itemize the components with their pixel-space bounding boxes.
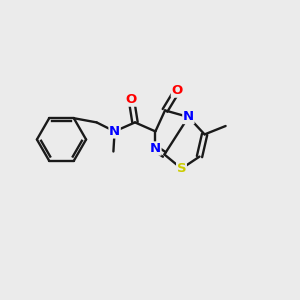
Text: S: S	[177, 162, 186, 175]
Text: O: O	[126, 93, 137, 106]
Text: N: N	[183, 110, 194, 124]
Text: O: O	[171, 84, 183, 97]
Text: N: N	[150, 142, 161, 155]
Text: N: N	[109, 125, 120, 138]
